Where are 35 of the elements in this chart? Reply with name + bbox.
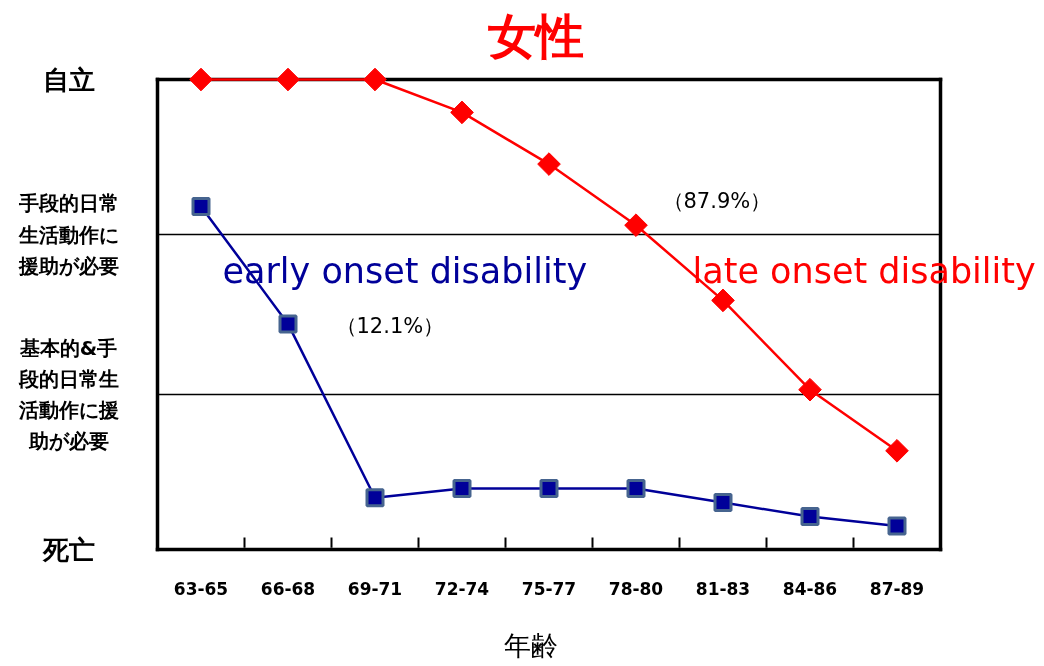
point <box>624 213 648 238</box>
x-tick-label: 87-89 <box>869 579 925 599</box>
point <box>365 488 385 508</box>
x-axis-title: 年齢 <box>503 630 558 661</box>
x-tick-label: 72-74 <box>434 579 490 599</box>
ref-line-label: 基本的&手段的日常生活動作に援助が必要 <box>17 335 119 454</box>
point <box>539 478 559 498</box>
point <box>278 314 298 334</box>
ref-line-label: 自立 <box>42 64 95 95</box>
x-tick-label: 63-65 <box>173 579 229 599</box>
point <box>711 288 735 313</box>
point <box>626 478 646 498</box>
x-tick-label: 81-83 <box>695 579 751 599</box>
point <box>363 67 387 92</box>
annotation: （87.9%） <box>662 188 772 213</box>
x-tick-label: 84-86 <box>782 579 838 599</box>
point <box>800 507 820 527</box>
point <box>452 478 472 498</box>
point <box>887 516 907 536</box>
annotation: （12.1%） <box>335 313 445 338</box>
point <box>191 196 211 216</box>
x-tick-label: 78-80 <box>608 579 664 599</box>
x-tick-label: 66-68 <box>260 579 316 599</box>
point <box>537 152 561 176</box>
x-tick-label: 75-77 <box>521 579 577 599</box>
point <box>189 67 213 92</box>
point <box>713 493 733 512</box>
x-tick-label: 69-71 <box>347 579 403 599</box>
text: 死亡 <box>41 534 95 565</box>
point <box>276 67 300 92</box>
point <box>798 377 822 402</box>
ref-line-label: 手段的日常生活動作に援助が必要 <box>17 191 119 278</box>
point <box>885 438 909 463</box>
chart-title: 女性 <box>487 7 584 64</box>
point <box>450 100 474 125</box>
